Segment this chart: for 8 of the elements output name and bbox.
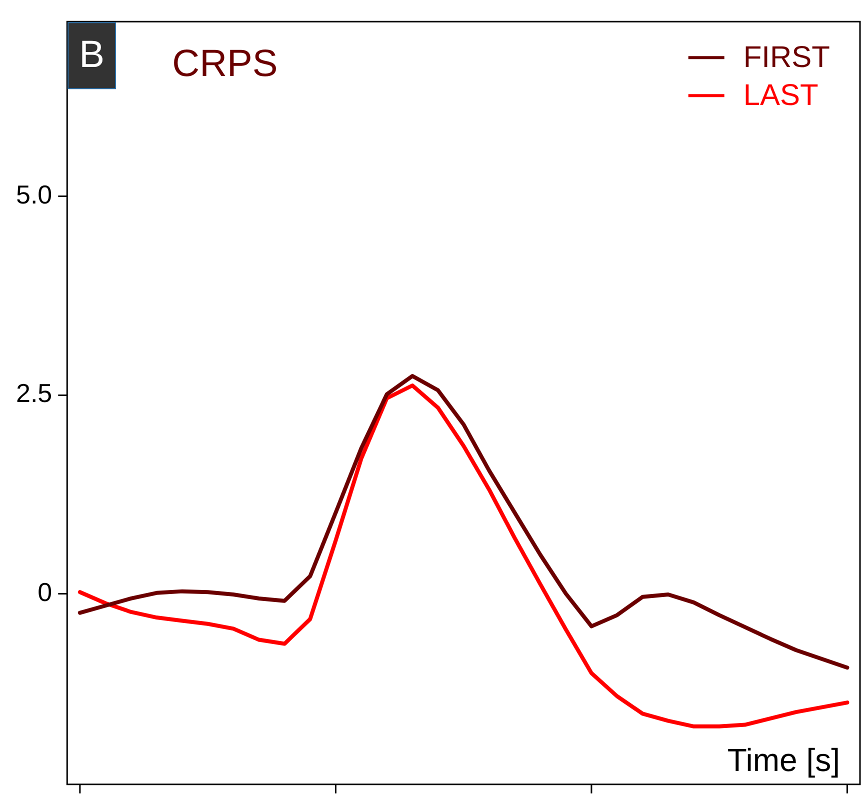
x-axis-title: Time [s] — [727, 742, 840, 778]
y-tick-label: 5.0 — [16, 180, 52, 210]
legend-label: LAST — [743, 78, 818, 112]
y-tick-label: 0 — [38, 576, 52, 607]
annotation: B — [79, 34, 104, 76]
legend-label: FIRST — [743, 40, 830, 74]
text: CRPS — [172, 43, 278, 86]
y-tick-label: 2.5 — [16, 378, 52, 408]
